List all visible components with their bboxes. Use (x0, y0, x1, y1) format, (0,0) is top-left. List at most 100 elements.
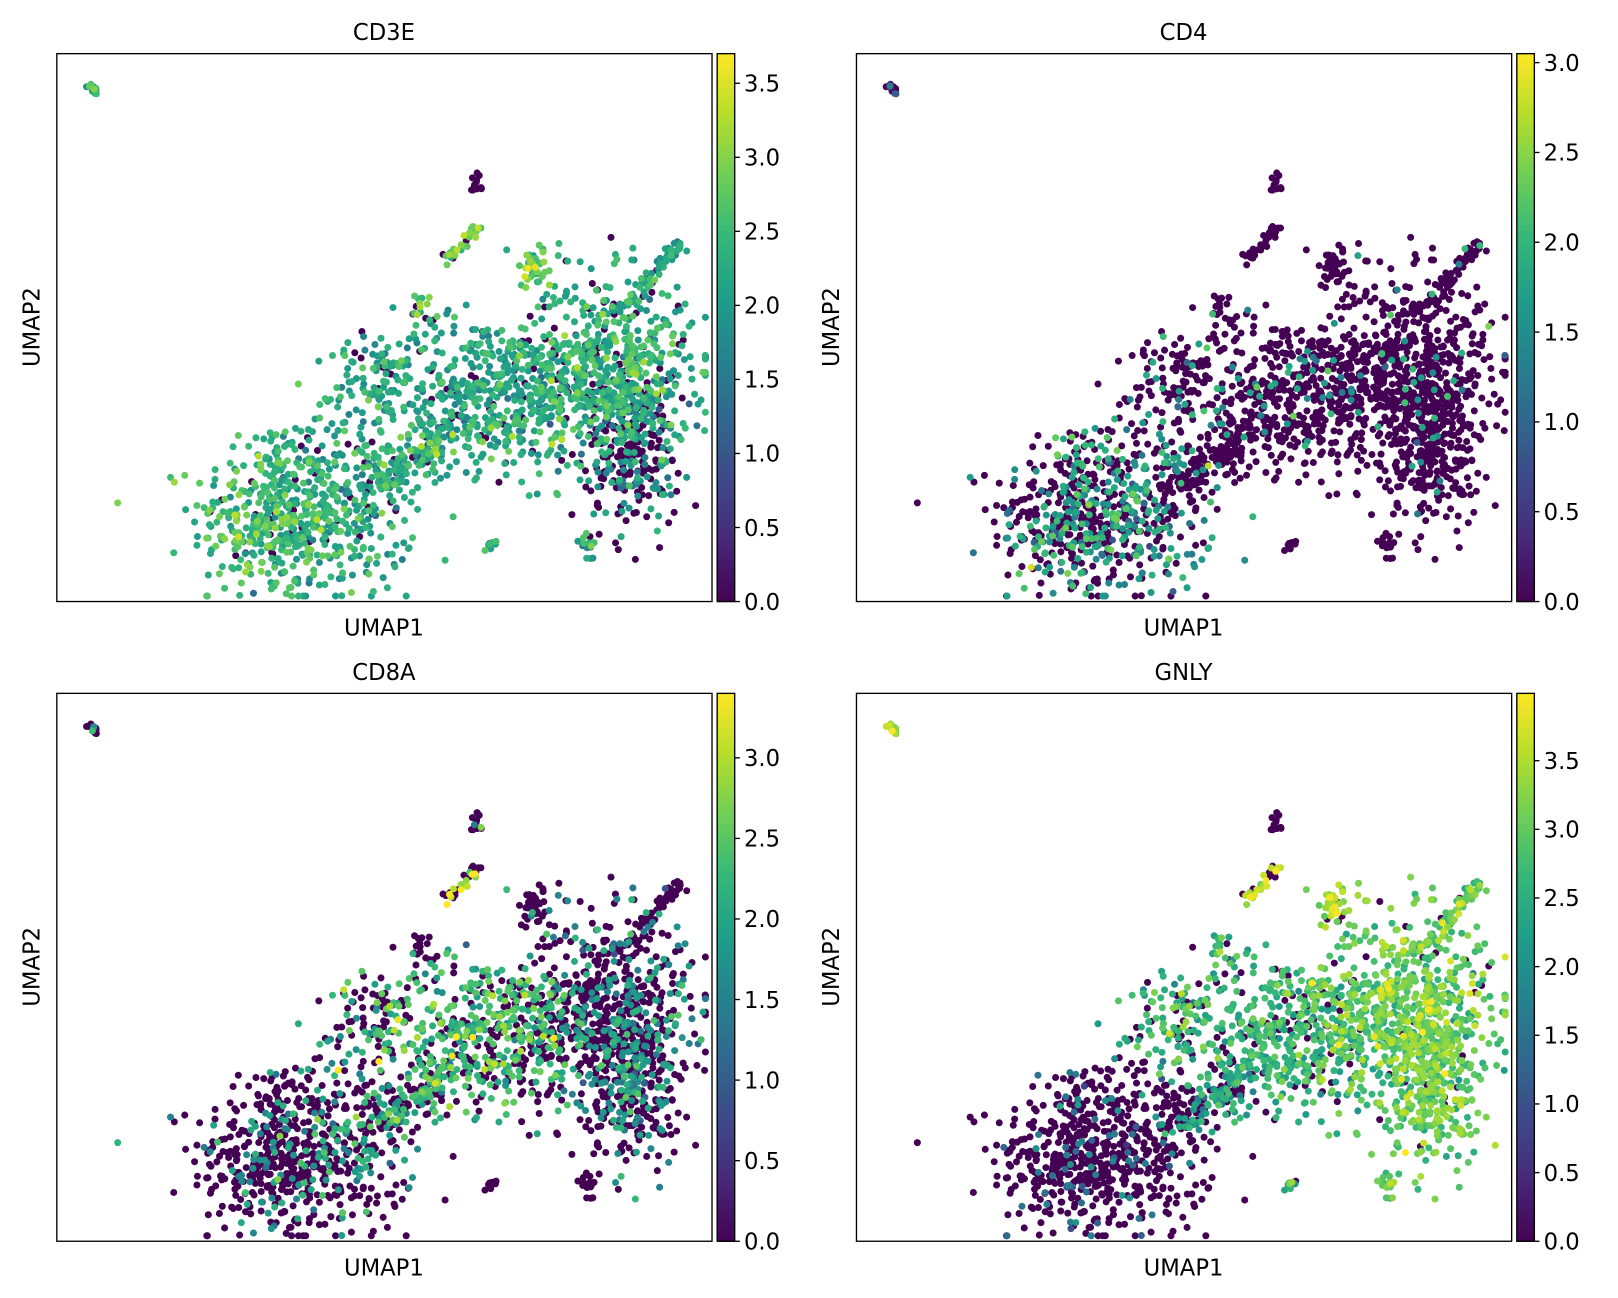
cell-point (500, 414, 508, 422)
cell-point (1070, 468, 1078, 476)
cell-point (1094, 455, 1102, 463)
cell-point (1210, 469, 1219, 477)
cell-point (1378, 402, 1386, 410)
cell-point (1361, 365, 1369, 373)
cell-point (573, 364, 581, 372)
cell-point (1161, 346, 1169, 354)
cell-point (1252, 458, 1260, 466)
cell-point (1057, 567, 1065, 575)
cell-point (1430, 386, 1438, 394)
cell-point (1455, 428, 1463, 436)
cell-point (1391, 317, 1399, 325)
cell-point (662, 320, 670, 328)
cell-point (339, 517, 347, 525)
cell-point (438, 349, 446, 357)
cell-point (413, 447, 421, 455)
cell-point (1057, 548, 1065, 556)
cell-point (1226, 413, 1234, 421)
cell-point (358, 471, 366, 479)
cell-point (546, 350, 554, 358)
cell-point (1297, 337, 1305, 345)
cell-point (658, 386, 666, 394)
cell-point (297, 427, 305, 435)
colorbar-segment (717, 464, 735, 473)
cell-point (679, 330, 687, 338)
cell-point (652, 390, 660, 398)
cell-point (530, 365, 538, 373)
cell-point (375, 387, 383, 395)
cell-point (338, 592, 346, 600)
cell-point (1436, 387, 1444, 395)
cell-point (310, 503, 318, 511)
cell-point (434, 392, 442, 400)
cell-point (547, 412, 555, 420)
cell-point (570, 318, 578, 326)
cell-point (250, 551, 258, 559)
cell-point (1402, 318, 1410, 326)
cell-point (444, 423, 452, 431)
cell-point (674, 469, 682, 477)
cell-point (232, 505, 240, 513)
cell-point (631, 458, 639, 466)
colorbar-segment (1516, 478, 1535, 486)
cell-point (656, 365, 664, 373)
cell-point (1387, 399, 1395, 407)
cell-point (1032, 517, 1040, 525)
colorbar-segment (717, 259, 735, 267)
cell-point (1321, 341, 1329, 349)
cell-point (1327, 439, 1336, 447)
cell-point (636, 448, 645, 456)
cell-point (647, 505, 655, 513)
cell-point (1128, 420, 1136, 428)
cell-point (314, 476, 322, 484)
cell-point (1257, 246, 1265, 254)
cell-point (346, 542, 354, 550)
cell-point (305, 436, 313, 444)
cell-point (1351, 300, 1359, 308)
cell-point (1110, 503, 1118, 511)
cell-point (1356, 443, 1364, 451)
cell-point (413, 394, 421, 402)
cell-point (1207, 421, 1215, 429)
cell-point (1252, 426, 1260, 434)
cell-point (435, 371, 443, 379)
cell-point (340, 499, 348, 507)
cell-point (693, 422, 701, 430)
cell-point (673, 487, 681, 495)
cell-point (1095, 463, 1103, 471)
cell-point (333, 439, 341, 447)
cell-point (307, 546, 315, 554)
cell-point (226, 493, 234, 501)
cell-point (1327, 344, 1335, 352)
cell-point (1451, 456, 1459, 464)
cell-point (1239, 424, 1247, 432)
cell-point (1220, 344, 1228, 352)
cell-point (517, 451, 525, 459)
cell-point (389, 497, 397, 505)
cell-point (1158, 448, 1166, 456)
cell-point (1152, 464, 1160, 472)
cell-point (368, 438, 376, 446)
cell-point (391, 563, 399, 571)
cell-point (1315, 262, 1323, 270)
cell-point (1468, 457, 1476, 465)
cell-point (1442, 269, 1450, 277)
cell-point (1170, 455, 1178, 463)
cell-point (1438, 458, 1446, 466)
cell-point (1261, 354, 1269, 362)
cell-point (281, 443, 289, 451)
cell-point (603, 348, 611, 356)
cell-point (530, 358, 538, 366)
cell-point (475, 467, 483, 475)
cell-point (1036, 556, 1044, 564)
cell-point (1482, 473, 1490, 481)
cell-point (1091, 424, 1099, 432)
cell-point (619, 409, 627, 417)
cell-point (193, 501, 201, 509)
cell-point (472, 233, 480, 241)
cell-point (1270, 184, 1278, 192)
cell-point (1213, 339, 1221, 347)
cell-point (507, 343, 515, 351)
cell-point (1185, 492, 1193, 500)
cell-point (1092, 555, 1100, 563)
